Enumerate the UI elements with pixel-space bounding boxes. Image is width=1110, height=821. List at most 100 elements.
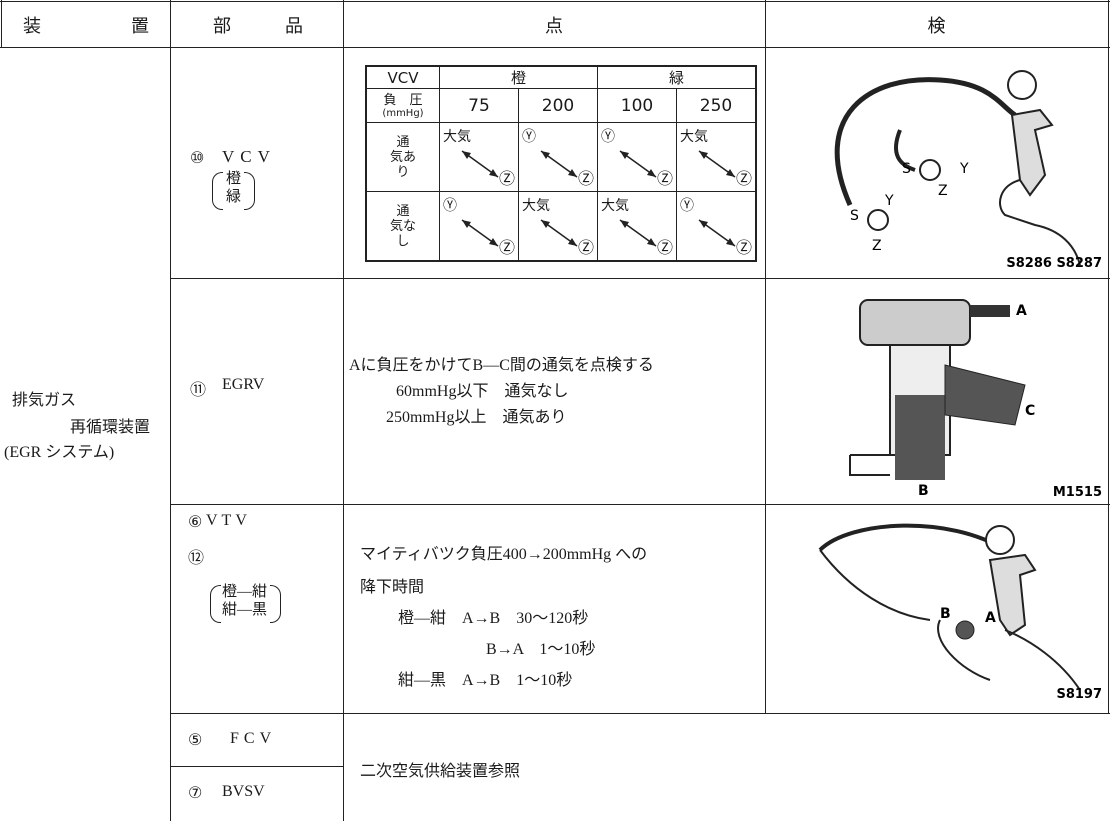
- arrow-head: [620, 220, 629, 228]
- arrow-head: [489, 169, 498, 177]
- arrow-head: [647, 238, 656, 246]
- part-note: 紺—黒: [222, 602, 268, 618]
- description: B→A 1～10秒: [486, 641, 596, 658]
- flow-cell: Ⓨ Ⓩ: [597, 122, 677, 192]
- figure-label: C: [1025, 403, 1035, 419]
- flow-arrow: [461, 150, 499, 178]
- part-number: ⑤: [188, 732, 203, 749]
- part-number: ⑩: [190, 150, 205, 167]
- flow-label: 通気なし: [365, 191, 440, 262]
- part-note: 橙: [226, 171, 242, 187]
- flow-to: Ⓩ: [498, 238, 515, 257]
- flow-cell: 大気 Ⓩ: [597, 191, 677, 262]
- flow-to: Ⓩ: [498, 169, 515, 188]
- arrow-head: [462, 151, 471, 159]
- figure-label: S: [902, 161, 911, 177]
- flow-to: Ⓩ: [577, 169, 594, 188]
- rule: [343, 0, 344, 821]
- part-note: 緑: [226, 189, 242, 205]
- pressure-label-line: (mmHg): [382, 107, 424, 119]
- flow-cell: 大気 Ⓩ: [676, 122, 757, 192]
- flow-cell-box: Ⓨ Ⓩ: [519, 123, 597, 191]
- part-name: VCV: [222, 147, 276, 166]
- flow-from: 大気: [522, 198, 550, 214]
- rule: [765, 0, 766, 713]
- part-number: ⑥: [188, 514, 203, 531]
- flow-arrow: [540, 219, 578, 247]
- flow-label-line: り: [396, 164, 410, 180]
- flow-arrow: [461, 219, 499, 247]
- part-name: VTV: [206, 512, 251, 529]
- system-label: (EGR システム): [4, 444, 115, 461]
- flow-cell: 大気 Ⓩ: [439, 122, 519, 192]
- pressure: 100: [597, 88, 677, 123]
- figure-label: B: [940, 606, 951, 622]
- arrow-head: [568, 169, 577, 177]
- part-name: EGRV: [222, 376, 265, 393]
- figure-label: Y: [884, 193, 894, 209]
- arrow-head: [699, 220, 708, 228]
- flow-arrow: [619, 219, 657, 247]
- vcv-header: 緑: [597, 65, 757, 89]
- flow-to: Ⓩ: [735, 238, 752, 257]
- flow-arrow: [540, 150, 578, 178]
- flow-from: Ⓨ: [522, 129, 536, 145]
- rule: [170, 713, 1110, 714]
- flow-cell-box: 大気 Ⓩ: [440, 123, 518, 191]
- flow-label: 通気あり: [365, 122, 440, 192]
- flow-cell: Ⓨ Ⓩ: [518, 122, 598, 192]
- description: 250mmHg以上 通気あり: [386, 409, 567, 426]
- part-number: ⑦: [188, 785, 203, 802]
- flow-cell-box: Ⓨ Ⓩ: [598, 123, 676, 191]
- flow-from: Ⓨ: [601, 129, 615, 145]
- egrv-figure: A B C M1515: [849, 299, 1102, 500]
- figure-label: Y: [959, 161, 969, 177]
- arrow-head: [699, 151, 708, 159]
- flow-from: 大気: [443, 129, 471, 145]
- paren: [210, 585, 221, 623]
- figure-label: B: [918, 483, 929, 499]
- paren: [270, 585, 281, 623]
- paren: [212, 172, 223, 210]
- description: 橙—紺 A→B 30～120秒: [398, 610, 589, 627]
- description: 降下時間: [360, 579, 425, 596]
- figure-label: A: [985, 610, 996, 626]
- part-number: ⑫: [188, 550, 205, 567]
- rule: [170, 0, 171, 821]
- flow-cell: 大気 Ⓩ: [518, 191, 598, 262]
- figure-caption: S8197: [1056, 687, 1102, 702]
- flow-from: 大気: [601, 198, 629, 214]
- arrow-head: [489, 238, 498, 246]
- arrow-head: [568, 238, 577, 246]
- arrow-head: [620, 151, 629, 159]
- figure-label: Z: [872, 238, 882, 254]
- flow-arrow: [698, 219, 736, 247]
- description: 60mmHg以下 通気なし: [396, 383, 569, 400]
- arrow-head: [541, 220, 550, 228]
- figure-label: S: [850, 208, 859, 224]
- header-cell: 装 置: [23, 16, 149, 36]
- paren: [244, 172, 255, 210]
- system-label: 再循環装置: [70, 419, 151, 436]
- description: Aに負圧をかけてB—C間の通気を点検する: [349, 357, 654, 374]
- flow-to: Ⓩ: [735, 169, 752, 188]
- arrow-head: [726, 238, 735, 246]
- flow-cell-box: Ⓨ Ⓩ: [440, 192, 518, 260]
- rule: [1108, 0, 1109, 713]
- flow-to: Ⓩ: [656, 238, 673, 257]
- description: 二次空気供給装置参照: [360, 763, 521, 780]
- flow-from: Ⓨ: [680, 198, 694, 214]
- part-number: ⑪: [190, 382, 207, 399]
- part-name: FCV: [230, 730, 277, 747]
- description: マイティバツク負圧400→200mmHg への: [360, 546, 648, 563]
- arrow-head: [726, 169, 735, 177]
- flow-label-line: 気あ: [389, 149, 416, 165]
- flow-from: 大気: [680, 129, 708, 145]
- flow-from: Ⓨ: [443, 198, 457, 214]
- vcv-header: 橙: [439, 65, 598, 89]
- rule: [1, 0, 2, 48]
- vtv-figure: B A S8197: [818, 523, 1102, 702]
- description: 紺—黒 A→B 1～10秒: [398, 672, 573, 689]
- arrow-head: [541, 151, 550, 159]
